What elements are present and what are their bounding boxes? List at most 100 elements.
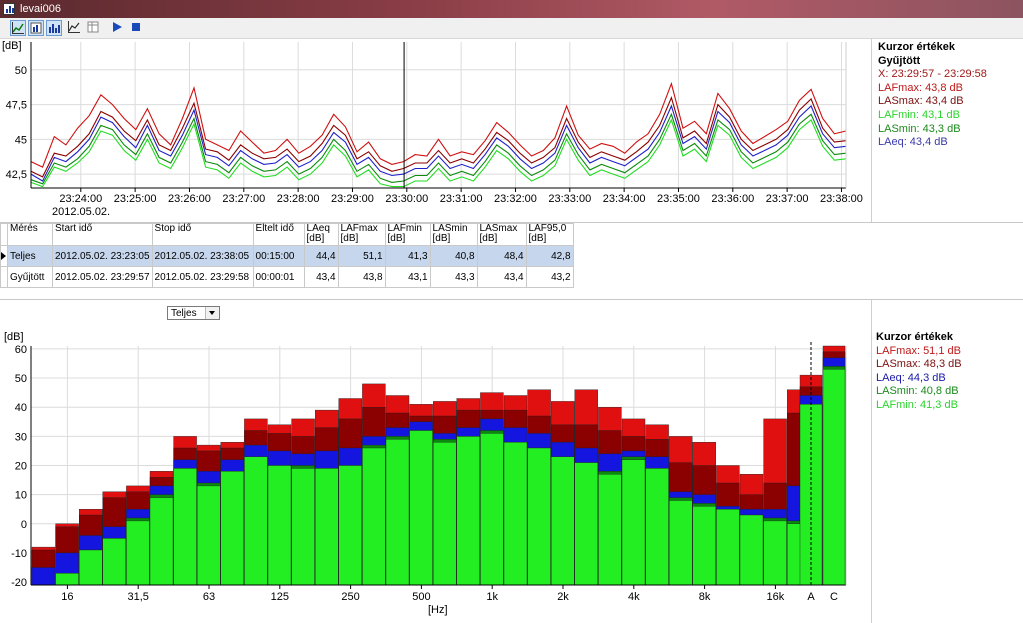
spectrum-bar-lafmin bbox=[433, 441, 457, 586]
spectrum-ytick-label: 0 bbox=[21, 519, 27, 531]
row-selector[interactable] bbox=[0, 266, 8, 288]
time-history-chart[interactable]: 42,5 45 47,5 50 23:24:00 23:25:00 23:26:00 23:2… bbox=[0, 38, 871, 220]
spectrum-xtick-label: 31,5 bbox=[127, 591, 148, 603]
export-chart-icon[interactable] bbox=[67, 20, 83, 36]
table-row[interactable]: Teljes 2012.05.02. 23:23:05 2012.05.02. 23… bbox=[0, 245, 574, 267]
spectrum-bar-lafmin bbox=[692, 506, 716, 586]
spectrum-bar-lafmin bbox=[78, 549, 103, 586]
measurement-table: Mérés Start idő Stop idő Eltelt idő LAeq [dB]… bbox=[0, 223, 574, 288]
spectrum-xtick-label: 16 bbox=[61, 591, 73, 603]
column-header-label: LASmax bbox=[479, 223, 518, 234]
table-header-row: Mérés Start idő Stop idő Eltelt idő LAeq [dB]… bbox=[0, 223, 574, 246]
spectrum-bar-lafmin bbox=[574, 462, 598, 586]
spectrum-xtick-label: 250 bbox=[341, 591, 359, 603]
table-cell: 43,4 bbox=[476, 266, 527, 288]
spectrum-bar-lafmin bbox=[409, 430, 433, 586]
table-cell: 48,4 bbox=[476, 245, 527, 267]
spectrum-bar-lafmin bbox=[385, 439, 410, 586]
spectrum-bar-lafmin bbox=[527, 447, 551, 586]
app-icon bbox=[3, 3, 15, 15]
column-header[interactable]: LASmax [dB] bbox=[476, 223, 527, 246]
spectrum-bar-lafmin bbox=[196, 485, 221, 586]
spectrum-chart[interactable]: -20 -10 0 10 20 30 40 50 60 16 31,5 63 125 250 500 1k 2k… bbox=[0, 326, 871, 623]
table-cell: 2012.05.02. 23:29:58 bbox=[151, 266, 254, 288]
table-cell: 43,3 bbox=[429, 266, 478, 288]
spectrum-ytick-label: 30 bbox=[15, 431, 27, 443]
spectrum-bar-lafmin bbox=[551, 456, 575, 586]
spectrum-ytick-label: 20 bbox=[15, 461, 27, 473]
spectrum-chart-ylabel: [dB] bbox=[4, 331, 24, 343]
stop-icon[interactable] bbox=[129, 20, 145, 36]
spectrum-icon[interactable] bbox=[28, 20, 44, 36]
measurement-select-value: Teljes bbox=[171, 308, 197, 319]
toolbar bbox=[0, 18, 1023, 39]
top-xtick-label: 23:38:00 bbox=[820, 193, 863, 205]
top-chart-ylabel: [dB] bbox=[2, 40, 22, 52]
chevron-down-icon[interactable] bbox=[205, 307, 219, 319]
time-chart-icon[interactable] bbox=[10, 20, 26, 36]
column-header[interactable]: Start idő bbox=[52, 223, 153, 246]
top-plot-area bbox=[31, 42, 846, 188]
spectrum-chart-bars bbox=[31, 345, 846, 586]
column-header-label: LAFmin bbox=[387, 223, 422, 234]
top-ytick-label: 50 bbox=[15, 65, 27, 77]
column-header-label: LAFmax bbox=[340, 223, 378, 234]
bottom-legend-line: LAFmax: 51,1 dB bbox=[876, 344, 961, 357]
top-xtick-label: 23:33:00 bbox=[548, 193, 591, 205]
table-cell: 41,3 bbox=[384, 245, 431, 267]
column-header[interactable]: Stop idő bbox=[151, 223, 254, 246]
top-cursor-legend: Kurzor értékek Gyűjtött X: 23:29:57 - 23… bbox=[878, 41, 987, 150]
bottom-cursor-legend: Kurzor értékek LAFmax: 51,1 dB LASmax: 48… bbox=[876, 331, 962, 413]
top-xtick-label: 23:37:00 bbox=[766, 193, 809, 205]
column-header-label: LASmin bbox=[432, 223, 468, 234]
top-legend-subheading: Gyűjtött bbox=[878, 54, 921, 67]
spectrum-bar-lafmin bbox=[716, 508, 740, 586]
top-legend-line: LAFmax: 43,8 dB bbox=[878, 81, 963, 94]
table-cell: Teljes bbox=[7, 245, 53, 267]
bottom-legend-line: LAFmin: 41,3 dB bbox=[876, 398, 958, 411]
column-header[interactable]: Eltelt idő bbox=[252, 223, 305, 246]
window-title: levai006 bbox=[20, 3, 61, 15]
top-xtick-label: 23:30:00 bbox=[385, 193, 428, 205]
spectrum-bar-laeq bbox=[31, 567, 56, 586]
top-series-line-lasmax bbox=[30, 95, 847, 178]
bar-chart-icon[interactable] bbox=[46, 20, 62, 36]
table-cell: 40,8 bbox=[429, 245, 478, 267]
measurement-select[interactable]: Teljes bbox=[167, 306, 220, 320]
spectrum-chart-axes: -20 -10 0 10 20 30 40 50 60 16 31,5 63 125 250 500 1k 2k… bbox=[11, 342, 847, 603]
play-icon[interactable] bbox=[110, 20, 126, 36]
spectrum-xtick-label: A bbox=[807, 591, 815, 603]
column-header-label: LAeq bbox=[306, 223, 330, 234]
column-header[interactable]: LAF95,0 [dB] bbox=[525, 223, 574, 246]
table-cell: Gyűjtött bbox=[7, 266, 53, 288]
top-series-line-lasmin bbox=[30, 112, 847, 185]
top-xtick-label: 23:27:00 bbox=[222, 193, 265, 205]
column-header[interactable]: LAFmax [dB] bbox=[337, 223, 386, 246]
spectrum-bar-lafmin bbox=[669, 500, 693, 586]
spectrum-bar-lafmin bbox=[362, 447, 386, 586]
bottom-legend-heading: Kurzor értékek bbox=[876, 331, 954, 343]
column-header[interactable]: LAeq [dB] bbox=[303, 223, 339, 246]
spectrum-bar-lafmin bbox=[503, 441, 528, 586]
table-cell: 44,4 bbox=[303, 245, 339, 267]
table-cell: 43,4 bbox=[303, 266, 339, 288]
column-header[interactable]: LASmin [dB] bbox=[429, 223, 478, 246]
row-selector[interactable] bbox=[0, 245, 8, 267]
measurement-grid-area: Mérés Start idő Stop idő Eltelt idő LAeq [dB]… bbox=[0, 222, 1023, 300]
spectrum-bar-lafmin bbox=[149, 497, 174, 586]
spectrum-xtick-label: 4k bbox=[628, 591, 640, 603]
table-icon[interactable] bbox=[86, 20, 102, 36]
spectrum-bar-lafmin bbox=[291, 468, 315, 586]
column-header[interactable]: LAFmin [dB] bbox=[384, 223, 431, 246]
spectrum-xtick-label: 1k bbox=[486, 591, 498, 603]
spectrum-bar-lafmin bbox=[126, 520, 150, 586]
top-xtick-label: 23:24:00 bbox=[59, 193, 102, 205]
table-row[interactable]: Gyűjtött 2012.05.02. 23:29:57 2012.05.02. … bbox=[0, 266, 574, 288]
top-legend-line: LASmax: 43,4 dB bbox=[878, 95, 964, 108]
table-cell: 2012.05.02. 23:29:57 bbox=[52, 266, 153, 288]
spectrum-bar-lafmin bbox=[739, 514, 764, 586]
column-header[interactable]: Mérés bbox=[7, 223, 53, 246]
spectrum-bar-lafmin bbox=[244, 456, 268, 586]
table-body: Teljes 2012.05.02. 23:23:05 2012.05.02. 23… bbox=[0, 245, 574, 288]
top-chart-date-label: 2012.05.02. bbox=[52, 206, 110, 218]
